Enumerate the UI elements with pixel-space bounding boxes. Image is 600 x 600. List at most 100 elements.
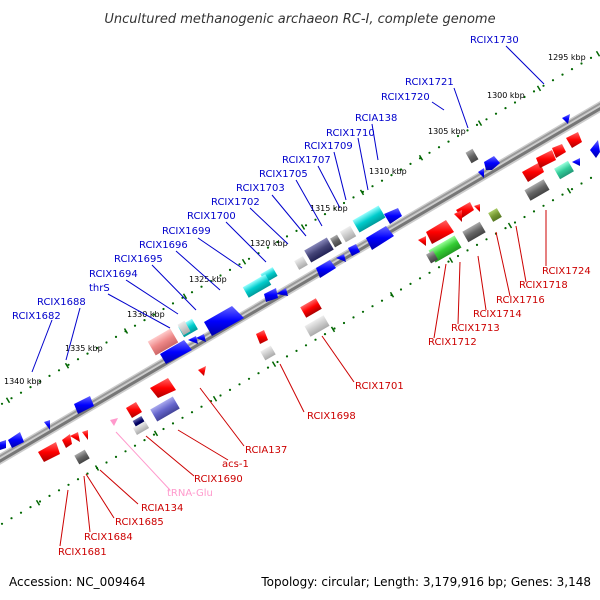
gene-label[interactable]: RCIX1730	[470, 35, 519, 46]
gene-box[interactable]	[330, 234, 342, 248]
gene-label[interactable]: RCIX1698	[307, 411, 356, 422]
gene-label[interactable]: RCIX1702	[211, 197, 260, 208]
gene-arrow[interactable]	[126, 402, 142, 418]
gene-arrow[interactable]	[70, 432, 80, 442]
gene-box[interactable]	[554, 160, 574, 180]
gene-arrow[interactable]	[160, 340, 192, 364]
gene-label[interactable]: RCIX1694	[89, 269, 138, 280]
gene-label[interactable]: RCIX1703	[236, 183, 285, 194]
gene-label[interactable]: RCIX1695	[114, 254, 163, 265]
gene-box[interactable]	[177, 320, 191, 336]
gene-label[interactable]: RCIX1696	[139, 240, 188, 251]
gene-arrow[interactable]	[188, 336, 198, 344]
gene-label[interactable]: RCIX1710	[326, 128, 375, 139]
gene-arrow[interactable]	[552, 144, 566, 158]
gene-label[interactable]: RCIX1700	[187, 211, 236, 222]
gene-arrow[interactable]	[196, 334, 206, 342]
gene-box[interactable]	[132, 416, 146, 428]
gene-label[interactable]: acs-1	[222, 459, 249, 470]
gene-label[interactable]: RCIX1714	[473, 309, 522, 320]
gene-label[interactable]: RCIX1721	[405, 77, 454, 88]
gene-label[interactable]: RCIX1684	[84, 532, 133, 543]
gene-arrow[interactable]	[566, 132, 582, 148]
gene-box[interactable]	[300, 298, 322, 318]
gene-arrow[interactable]	[590, 140, 600, 158]
gene-label[interactable]: RCIX1701	[355, 381, 404, 392]
gene-box[interactable]	[524, 179, 550, 201]
gene-box[interactable]	[428, 235, 462, 263]
gene-box[interactable]	[304, 315, 330, 337]
gene-arrow[interactable]	[572, 158, 580, 166]
gene-label[interactable]: RCIX1709	[304, 141, 353, 152]
gene-arrow[interactable]	[426, 220, 454, 244]
gene-arrow[interactable]	[198, 366, 206, 376]
gene-arrow[interactable]	[522, 162, 544, 182]
gene-box[interactable]	[352, 205, 386, 233]
gene-arrow[interactable]	[8, 432, 24, 448]
gene-arrow[interactable]	[204, 306, 244, 336]
gene-label[interactable]: RCIA137	[245, 445, 287, 456]
gene-arrow[interactable]	[316, 260, 336, 278]
gene-arrow[interactable]	[0, 440, 6, 450]
gene-box[interactable]	[242, 274, 272, 298]
gene-label[interactable]: RCIX1713	[451, 323, 500, 334]
gene-label[interactable]: RCIX1685	[115, 517, 164, 528]
gene-label[interactable]: RCIA134	[141, 503, 183, 514]
gene-arrow[interactable]	[38, 442, 60, 462]
gene-label[interactable]: RCIX1707	[282, 155, 331, 166]
gene-label[interactable]: RCIX1688	[37, 297, 86, 308]
gene-label[interactable]: RCIX1718	[519, 280, 568, 291]
gene-box[interactable]	[426, 250, 438, 264]
gene-label[interactable]: RCIX1720	[381, 92, 430, 103]
gene-box[interactable]	[294, 256, 308, 270]
gene-label[interactable]: RCIX1681	[58, 547, 107, 558]
gene-label[interactable]: RCIA138	[355, 113, 397, 124]
gene-arrow[interactable]	[484, 156, 500, 170]
leader-line	[317, 165, 341, 209]
gene-arrow[interactable]	[474, 204, 480, 212]
gene-arrow[interactable]	[454, 210, 462, 222]
gene-arrow[interactable]	[62, 434, 72, 448]
gene-arrow[interactable]	[366, 226, 394, 250]
gene-arrow[interactable]	[536, 150, 556, 168]
leader-line	[31, 319, 53, 373]
minor-tick	[247, 257, 251, 260]
gene-box[interactable]	[339, 225, 357, 243]
gene-label[interactable]: RCIX1682	[12, 311, 61, 322]
gene-arrow[interactable]	[74, 396, 94, 414]
minor-tick	[171, 422, 175, 425]
gene-box[interactable]	[488, 208, 502, 222]
gene-box[interactable]	[462, 221, 486, 243]
gene-label[interactable]: RCIX1690	[194, 474, 243, 485]
gene-box[interactable]	[147, 328, 179, 356]
major-tick	[182, 293, 188, 300]
minor-tick	[266, 366, 270, 369]
gene-box[interactable]	[304, 237, 334, 263]
gene-label[interactable]: RCIX1724	[542, 266, 591, 277]
gene-label[interactable]: RCIX1699	[162, 226, 211, 237]
minor-tick	[494, 112, 498, 115]
gene-arrow[interactable]	[562, 114, 570, 124]
gene-arrow[interactable]	[276, 288, 288, 296]
gene-box[interactable]	[132, 421, 150, 435]
gene-arrow[interactable]	[150, 378, 176, 398]
gene-arrow[interactable]	[478, 168, 484, 178]
gene-label[interactable]: thrS	[89, 283, 110, 294]
gene-arrow[interactable]	[336, 254, 346, 262]
gene-box[interactable]	[465, 148, 479, 164]
gene-box[interactable]	[74, 449, 90, 465]
gene-arrow[interactable]	[82, 430, 88, 440]
gene-arrow[interactable]	[348, 244, 360, 256]
gene-arrow[interactable]	[44, 420, 50, 430]
gene-box[interactable]	[260, 345, 276, 361]
gene-label[interactable]: RCIX1705	[259, 169, 308, 180]
gene-arrow[interactable]	[264, 288, 278, 302]
gene-arrow[interactable]	[418, 236, 426, 246]
gene-label[interactable]: tRNA-Glu	[167, 488, 213, 499]
gene-arrow[interactable]	[256, 330, 268, 344]
gene-box[interactable]	[150, 396, 180, 422]
gene-arrow[interactable]	[384, 208, 402, 224]
gene-label[interactable]: RCIX1712	[428, 337, 477, 348]
gene-label[interactable]: RCIX1716	[496, 295, 545, 306]
trna-marker[interactable]	[110, 418, 118, 426]
